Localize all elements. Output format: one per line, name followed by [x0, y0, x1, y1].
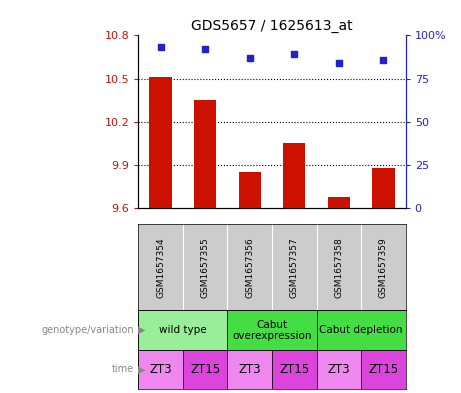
Text: ZT15: ZT15: [190, 363, 220, 376]
Bar: [138, 310, 227, 350]
Text: ▶: ▶: [138, 325, 145, 335]
Text: GSM1657354: GSM1657354: [156, 237, 165, 298]
Text: wild type: wild type: [159, 325, 207, 335]
Title: GDS5657 / 1625613_at: GDS5657 / 1625613_at: [191, 19, 353, 33]
Text: Cabut depletion: Cabut depletion: [319, 325, 403, 335]
Text: time: time: [112, 364, 134, 375]
Text: ZT15: ZT15: [279, 363, 309, 376]
Text: GSM1657355: GSM1657355: [201, 237, 210, 298]
Bar: [138, 350, 183, 389]
Point: [157, 44, 164, 51]
Text: GSM1657356: GSM1657356: [245, 237, 254, 298]
Bar: [361, 350, 406, 389]
Bar: [149, 77, 171, 208]
Bar: [317, 310, 406, 350]
Bar: [227, 350, 272, 389]
Bar: [317, 350, 361, 389]
Text: ▶: ▶: [138, 364, 145, 375]
Bar: [283, 143, 306, 208]
Text: ZT15: ZT15: [368, 363, 398, 376]
Text: genotype/variation: genotype/variation: [41, 325, 134, 335]
Point: [335, 60, 343, 66]
Text: ZT3: ZT3: [149, 363, 172, 376]
Text: GSM1657359: GSM1657359: [379, 237, 388, 298]
Bar: [227, 310, 317, 350]
Text: ZT3: ZT3: [327, 363, 350, 376]
Bar: [239, 172, 261, 208]
Point: [290, 51, 298, 57]
Bar: [183, 350, 227, 389]
Bar: [272, 350, 317, 389]
Point: [380, 57, 387, 63]
Bar: [194, 100, 216, 208]
Text: GSM1657358: GSM1657358: [334, 237, 343, 298]
Text: GSM1657357: GSM1657357: [290, 237, 299, 298]
Text: Cabut
overexpression: Cabut overexpression: [232, 320, 312, 340]
Bar: [372, 168, 395, 208]
Point: [201, 46, 209, 52]
Bar: [328, 197, 350, 208]
Point: [246, 55, 254, 61]
Text: ZT3: ZT3: [238, 363, 261, 376]
